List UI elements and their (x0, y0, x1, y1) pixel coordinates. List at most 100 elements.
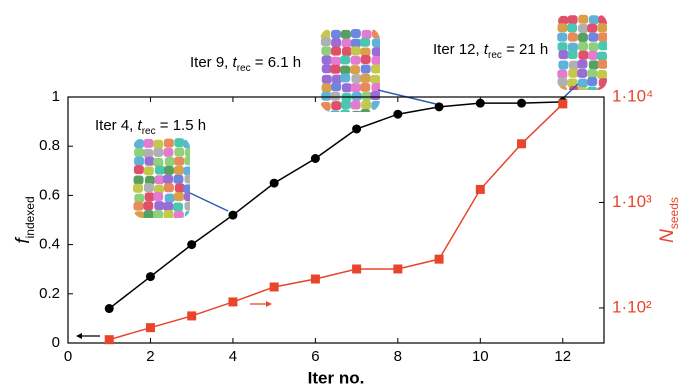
annotation-text: = 21 h (502, 41, 548, 58)
axis-label: Nseeds (657, 197, 681, 243)
grain (330, 65, 340, 74)
grain (184, 202, 194, 211)
grain (599, 78, 609, 87)
grain (351, 111, 361, 120)
grain (351, 83, 361, 92)
grain (321, 102, 331, 111)
marker (393, 110, 402, 119)
y2-tick-label: 1·10⁴ (612, 86, 653, 105)
marker (435, 255, 444, 264)
grain (351, 56, 361, 65)
grain (153, 192, 163, 201)
grain (134, 139, 144, 148)
grain (569, 61, 579, 70)
grain (183, 139, 193, 148)
grain (372, 111, 382, 120)
grain (164, 139, 174, 148)
grain (578, 79, 588, 88)
grain (144, 166, 154, 175)
grain (351, 46, 361, 55)
grain (154, 175, 164, 184)
grain (361, 100, 371, 109)
grain (597, 23, 607, 32)
grain (174, 211, 184, 220)
annotation-text: Iter 4, (95, 117, 138, 134)
grain (134, 176, 144, 185)
grain (330, 92, 340, 101)
grain (330, 110, 340, 119)
grain (183, 184, 193, 193)
grain (568, 15, 578, 24)
grain (153, 148, 163, 157)
grain (578, 33, 588, 42)
grain (360, 83, 370, 92)
marker (352, 264, 361, 273)
x-tick-label: 8 (394, 348, 402, 365)
grain (331, 82, 341, 91)
grain (372, 29, 382, 38)
grain (350, 65, 360, 74)
grain (322, 55, 332, 64)
grain (351, 100, 361, 109)
grain (587, 24, 597, 33)
grain (362, 92, 372, 101)
grain (322, 75, 332, 84)
grain (568, 69, 578, 78)
grain (164, 183, 174, 192)
y-tick-label: 0.2 (39, 285, 60, 302)
grain (153, 158, 163, 167)
annotation: Iter 4, trec = 1.5 h (95, 117, 206, 137)
grain (165, 194, 175, 203)
grain (598, 15, 608, 24)
grain (331, 57, 341, 66)
grain (372, 47, 382, 56)
grain (331, 38, 341, 47)
grain (577, 69, 587, 78)
grain (370, 75, 380, 84)
grain (174, 148, 184, 157)
marker (105, 304, 114, 313)
grain (587, 77, 597, 86)
grain (351, 29, 361, 38)
y-tick-label: 0.4 (39, 236, 60, 253)
marker (393, 264, 402, 273)
grain (184, 156, 194, 165)
marker (228, 211, 237, 220)
grain (589, 60, 599, 69)
marker (517, 139, 526, 148)
grain (577, 87, 587, 96)
grain (558, 61, 568, 70)
grain (362, 30, 372, 39)
grain (361, 74, 371, 83)
grain (174, 157, 184, 166)
grain (371, 101, 381, 110)
x-axis-label: Iter no. (308, 368, 365, 387)
annotation: Iter 9, trec = 6.1 h (190, 54, 301, 74)
grain (174, 192, 184, 201)
annotation-sub: rec (488, 50, 502, 61)
grain (559, 50, 569, 59)
grain (134, 148, 144, 157)
annotation-text: Iter 12, (433, 41, 484, 58)
grain (144, 183, 154, 192)
grain (185, 148, 195, 157)
grain-map (320, 29, 382, 120)
grain (174, 138, 184, 147)
grain (163, 202, 173, 211)
annotation-text: = 1.5 h (156, 117, 206, 134)
grain (134, 165, 144, 174)
marker (105, 335, 114, 344)
grain (134, 194, 144, 203)
y2-tick-label: 1·10² (612, 297, 652, 316)
annotation-text: = 6.1 h (251, 54, 301, 71)
grain (577, 60, 587, 69)
grain (361, 64, 371, 73)
grain (164, 166, 174, 175)
grain (557, 33, 567, 42)
marker (146, 272, 155, 281)
grain (578, 15, 588, 24)
grain (144, 210, 154, 219)
grain (351, 74, 361, 83)
grain (371, 64, 381, 73)
marker (476, 185, 485, 194)
